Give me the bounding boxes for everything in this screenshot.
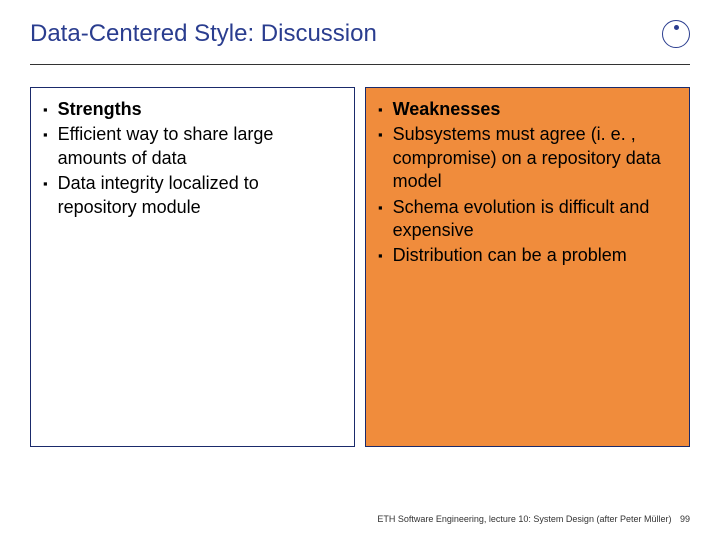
list-item: ▪ Distribution can be a problem bbox=[378, 244, 677, 267]
bullet-icon: ▪ bbox=[43, 127, 48, 142]
list-item: ▪ Weaknesses bbox=[378, 98, 677, 121]
bullet-icon: ▪ bbox=[378, 102, 383, 117]
bullet-text: Distribution can be a problem bbox=[393, 244, 627, 267]
footer: ETH Software Engineering, lecture 10: Sy… bbox=[377, 514, 690, 524]
page-number: 99 bbox=[680, 514, 690, 524]
panel-heading: Weaknesses bbox=[393, 98, 501, 121]
footer-text: ETH Software Engineering, lecture 10: Sy… bbox=[377, 514, 671, 524]
slide-title: Data-Centered Style: Discussion bbox=[30, 20, 377, 48]
columns: ▪ Strengths ▪ Efficient way to share lar… bbox=[30, 87, 690, 447]
slide: Data-Centered Style: Discussion ▪ Streng… bbox=[0, 0, 720, 540]
bullet-text: Data integrity localized to repository m… bbox=[58, 172, 342, 219]
bullet-text: Schema evolution is difficult and expens… bbox=[393, 196, 677, 243]
list-item: ▪ Data integrity localized to repository… bbox=[43, 172, 342, 219]
panel-heading: Strengths bbox=[58, 98, 142, 121]
bullet-icon: ▪ bbox=[378, 248, 383, 263]
title-divider bbox=[30, 64, 690, 65]
logo-dot-icon bbox=[674, 25, 679, 30]
list-item: ▪ Efficient way to share large amounts o… bbox=[43, 123, 342, 170]
bullet-text: Efficient way to share large amounts of … bbox=[58, 123, 342, 170]
list-item: ▪ Subsystems must agree (i. e. , comprom… bbox=[378, 123, 677, 193]
bullet-icon: ▪ bbox=[378, 200, 383, 215]
bullet-text: Subsystems must agree (i. e. , compromis… bbox=[393, 123, 677, 193]
header-row: Data-Centered Style: Discussion bbox=[30, 20, 690, 48]
weaknesses-panel: ▪ Weaknesses ▪ Subsystems must agree (i.… bbox=[365, 87, 690, 447]
bullet-icon: ▪ bbox=[43, 176, 48, 191]
strengths-panel: ▪ Strengths ▪ Efficient way to share lar… bbox=[30, 87, 355, 447]
bullet-icon: ▪ bbox=[43, 102, 48, 117]
logo-icon bbox=[662, 20, 690, 48]
list-item: ▪ Schema evolution is difficult and expe… bbox=[378, 196, 677, 243]
bullet-icon: ▪ bbox=[378, 127, 383, 142]
list-item: ▪ Strengths bbox=[43, 98, 342, 121]
